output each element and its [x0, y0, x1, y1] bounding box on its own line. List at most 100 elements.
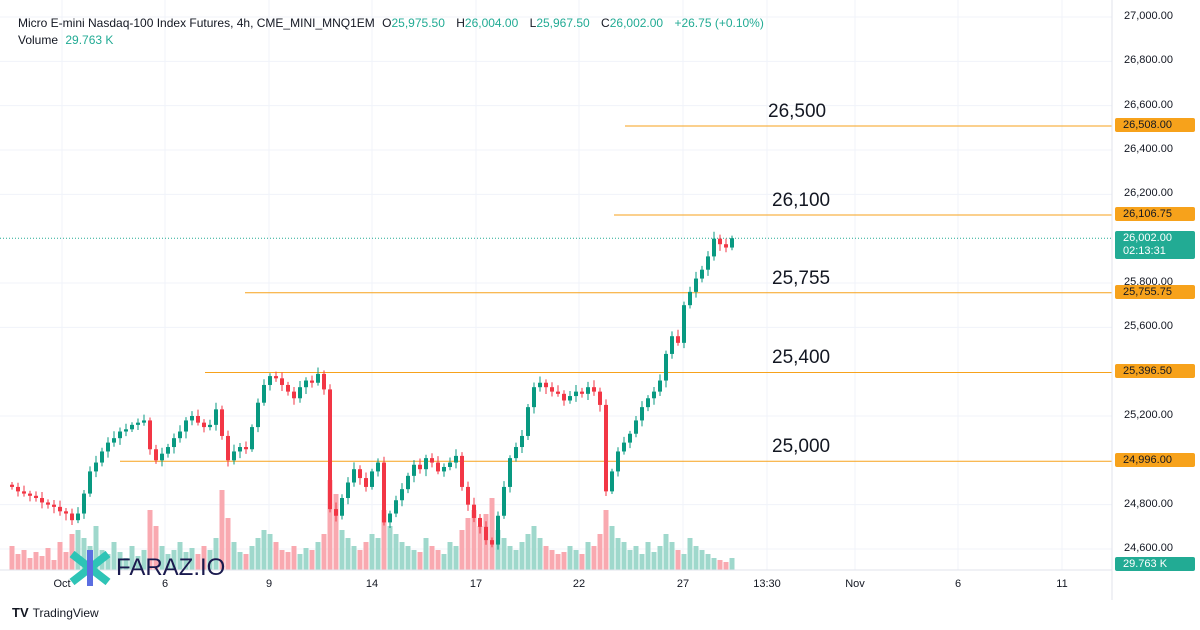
candle-body: [604, 404, 608, 492]
candles: [10, 231, 734, 550]
candle-body: [166, 447, 170, 454]
candle-body: [532, 387, 536, 408]
volume-bar: [687, 538, 693, 570]
volume-bar: [477, 526, 483, 570]
volume-bar: [561, 552, 567, 570]
volume-bar: [519, 542, 525, 570]
candle-body: [436, 462, 440, 472]
volume-bar: [675, 550, 681, 570]
volume-bar: [681, 554, 687, 570]
candle-body: [562, 393, 566, 401]
volume-bar: [693, 546, 699, 570]
volume-bar: [387, 526, 393, 570]
candle-body: [394, 500, 398, 514]
candle-body: [142, 420, 146, 423]
tradingview-logo-icon: TV: [12, 605, 29, 620]
candle-body: [82, 493, 86, 514]
candle-body: [52, 504, 56, 507]
volume-bar: [633, 546, 639, 570]
level-label: 26,100: [772, 190, 831, 211]
level-price-badge: 26,508.00: [1115, 118, 1195, 133]
candle-body: [310, 380, 314, 383]
candle-body: [286, 384, 290, 392]
volume-bar: [165, 554, 171, 570]
volume-bar: [45, 548, 51, 570]
candle-body: [184, 420, 188, 432]
candle-body: [454, 455, 458, 463]
volume-bar: [225, 518, 231, 570]
candle-body: [724, 244, 728, 248]
volume-bar: [651, 552, 657, 570]
volume-bar: [105, 554, 111, 570]
volume-bar: [585, 542, 591, 570]
volume-bar: [621, 542, 627, 570]
candle-body: [220, 409, 224, 436]
volume-bar: [549, 550, 555, 570]
volume-value: 29.763 K: [65, 33, 114, 47]
volume-bar: [39, 556, 45, 570]
volume-bar: [369, 534, 375, 570]
volume-bar: [51, 560, 57, 570]
volume-bar: [267, 534, 273, 570]
volume-label[interactable]: Volume: [18, 33, 59, 47]
volume-bar: [279, 550, 285, 570]
candle-body: [178, 431, 182, 439]
candle-body: [280, 378, 284, 385]
volume-bar: [255, 538, 261, 570]
low-label: L: [529, 16, 537, 30]
price-chart[interactable]: [0, 0, 1200, 600]
candle-body: [148, 420, 152, 450]
change-value: +26.75 (+0.10%): [674, 16, 764, 30]
candle-body: [46, 502, 50, 505]
volume-bar: [195, 554, 201, 570]
time-tick: 6: [161, 578, 169, 590]
volume-bar: [237, 552, 243, 570]
time-tick: Nov: [845, 578, 865, 590]
level-label: 25,000: [772, 436, 831, 458]
volume-bar: [123, 558, 129, 570]
candle-body: [598, 391, 602, 405]
volume-bar: [627, 550, 633, 570]
price-tick: 25,200.00: [1124, 409, 1173, 421]
candle-body: [706, 256, 710, 270]
candle-body: [112, 438, 116, 443]
candle-body: [70, 513, 74, 521]
candle-body: [16, 486, 20, 492]
candle-body: [304, 380, 308, 388]
candle-body: [202, 422, 206, 428]
candle-body: [370, 471, 374, 487]
candle-body: [514, 447, 518, 459]
price-tick: 26,600.00: [1124, 98, 1173, 111]
volume-bar: [609, 526, 615, 570]
volume-badge: 29.763 K: [1115, 557, 1195, 571]
price-tick: 24,600.00: [1124, 542, 1173, 554]
volume-bars: [9, 480, 735, 570]
volume-bar: [531, 526, 537, 570]
candle-body: [640, 407, 644, 421]
volume-bar: [513, 550, 519, 570]
volume-bar: [717, 560, 723, 570]
level-price-badge: 26,106.75: [1115, 207, 1195, 221]
candle-body: [58, 506, 62, 512]
candle-body: [508, 458, 512, 487]
tradingview-footer[interactable]: TV TradingView: [12, 605, 99, 620]
candle-body: [94, 462, 98, 472]
candle-body: [712, 238, 716, 257]
price-tick: 26,400.00: [1124, 143, 1173, 155]
level-price-badge: 24,996.00: [1115, 453, 1195, 468]
candle-body: [118, 431, 122, 439]
candle-body: [670, 336, 674, 354]
candle-body: [256, 402, 260, 428]
candle-body: [718, 238, 722, 245]
candle-body: [340, 498, 344, 516]
volume-bar: [297, 554, 303, 570]
volume-bar: [153, 526, 159, 570]
candle-body: [460, 455, 464, 487]
symbol-title[interactable]: Micro E-mini Nasdaq-100 Index Futures, 4…: [18, 16, 375, 30]
candle-body: [40, 498, 44, 503]
candle-body: [322, 373, 326, 390]
volume-bar: [201, 546, 207, 570]
time-tick: 27: [676, 578, 690, 590]
candle-body: [28, 493, 32, 496]
volume-bar: [15, 554, 21, 570]
